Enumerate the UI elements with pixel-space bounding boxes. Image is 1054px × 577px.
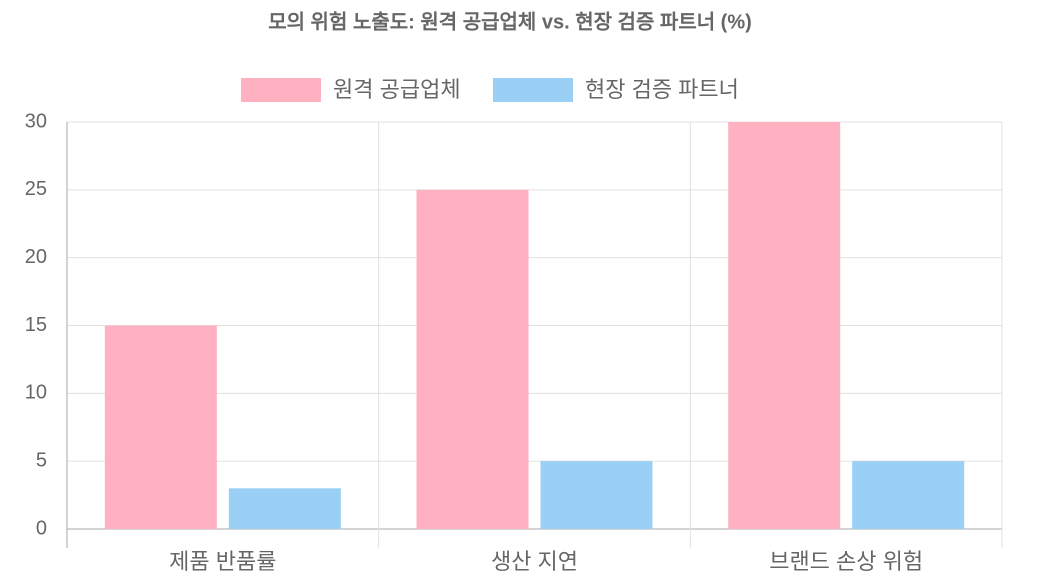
legend-swatch <box>493 78 573 102</box>
bar <box>852 461 965 529</box>
bar <box>104 325 217 529</box>
y-tick-label: 5 <box>36 449 47 471</box>
y-tick-label: 25 <box>25 178 47 200</box>
legend-label: 현장 검증 파트너 <box>585 77 739 102</box>
bar <box>540 461 653 529</box>
y-tick-label: 10 <box>25 382 47 404</box>
y-tick-label: 15 <box>25 314 47 336</box>
x-tick-label: 브랜드 손상 위험 <box>769 549 923 574</box>
x-tick-label: 생산 지연 <box>491 549 578 574</box>
chart-title: 모의 위험 노출도: 원격 공급업체 vs. 현장 검증 파트너 (%) <box>268 10 752 33</box>
bar <box>416 189 529 530</box>
y-tick-label: 30 <box>25 110 47 132</box>
y-tick-label: 0 <box>36 517 47 539</box>
bar <box>228 488 341 529</box>
bar <box>728 122 841 529</box>
legend-swatch <box>241 78 321 102</box>
legend-label: 원격 공급업체 <box>333 77 461 102</box>
x-tick-label: 제품 반품률 <box>169 549 276 574</box>
y-tick-label: 20 <box>25 246 47 268</box>
